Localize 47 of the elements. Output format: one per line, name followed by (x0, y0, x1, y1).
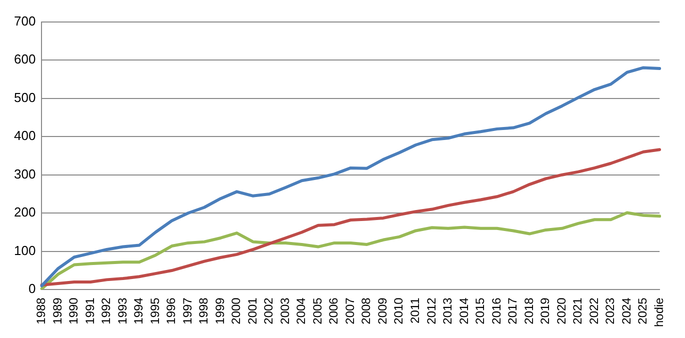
y-tick-label: 600 (14, 52, 36, 67)
x-tick-label: 1999 (212, 297, 227, 324)
x-tick-label: 2008 (359, 297, 374, 324)
x-tick-label: 2016 (489, 297, 504, 324)
x-tick-label: 2018 (522, 297, 536, 324)
x-tick-label: 1995 (148, 297, 162, 324)
x-tick-label: 2006 (326, 297, 341, 324)
x-tick-label: 2024 (619, 297, 634, 324)
x-tick-label: 2009 (375, 297, 390, 324)
y-tick-label: 700 (14, 13, 36, 28)
x-tick-label: 2000 (229, 297, 244, 324)
x-tick-label: 2007 (342, 297, 357, 324)
x-tick-label: 1988 (34, 297, 48, 324)
x-tick-label: 1997 (180, 297, 194, 324)
x-tick-label: 2001 (245, 297, 260, 324)
x-tick-label: 2020 (554, 297, 568, 324)
x-tick-label: 2003 (278, 297, 292, 324)
x-tick-label: 2017 (506, 297, 520, 324)
x-tick-label: 1992 (99, 297, 114, 324)
x-tick-label: 2023 (603, 297, 618, 324)
y-tick-label: 200 (14, 204, 36, 220)
x-tick-label: 1998 (196, 297, 211, 324)
x-tick-label: 1996 (164, 297, 178, 324)
y-tick-label: 500 (14, 90, 36, 105)
x-tick-label: 2015 (473, 297, 488, 324)
x-tick-label: 2021 (570, 297, 585, 324)
x-tick-label: 2002 (262, 297, 276, 324)
x-tick-label: 1993 (115, 297, 130, 324)
x-tick-label: 1990 (66, 297, 81, 324)
y-tick-label: 400 (14, 128, 36, 144)
x-tick-label: 2012 (424, 297, 438, 324)
x-tick-label: 1989 (50, 297, 64, 324)
x-tick-label: 2011 (408, 297, 422, 324)
x-tick-label: 2019 (538, 297, 552, 324)
x-tick-label: hodie (652, 297, 666, 328)
x-tick-label: 2005 (310, 297, 324, 324)
x-tick-label: 2022 (586, 297, 601, 324)
x-tick-label: 2025 (636, 297, 650, 324)
y-tick-label: 100 (14, 242, 36, 258)
y-tick-label: 300 (14, 166, 36, 182)
x-tick-label: 2004 (294, 297, 308, 324)
x-tick-label: 1994 (132, 297, 146, 324)
x-tick-label: 2014 (456, 297, 471, 324)
x-tick-label: 2013 (440, 297, 455, 324)
x-tick-label: 1991 (82, 297, 97, 324)
y-tick-label: 0 (28, 281, 36, 296)
x-tick-label: 2010 (392, 297, 406, 324)
